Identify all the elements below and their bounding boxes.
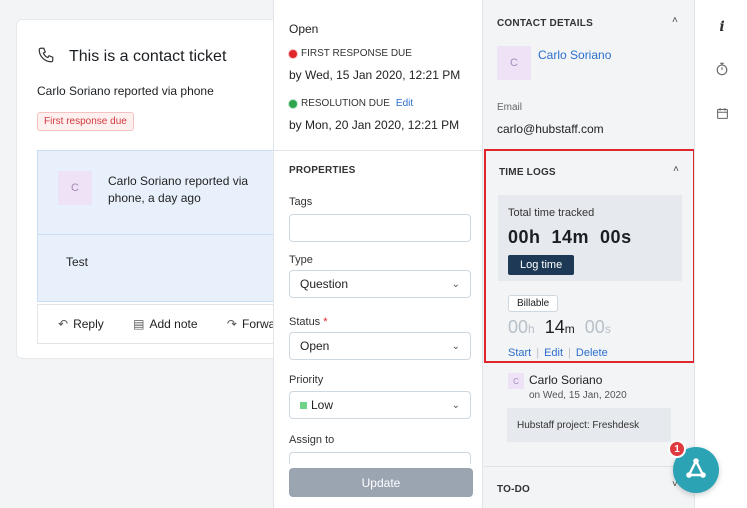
timer-minutes: 14 [544, 317, 565, 337]
conversation-box: C Carlo Soriano reported via phone, a da… [37, 150, 287, 302]
delete-link[interactable]: Delete [575, 347, 608, 359]
divider: | [536, 347, 540, 359]
assign-select[interactable] [289, 452, 471, 464]
chevron-down-icon: ⌄ [451, 340, 460, 352]
first-response-badge: First response due [37, 112, 134, 131]
edit-link[interactable]: Edit [544, 347, 564, 359]
ticket-status-text: Open [289, 22, 319, 36]
billable-toggle[interactable]: Billable [508, 295, 559, 312]
forward-icon: ↷ [226, 317, 237, 331]
status-dot-icon [289, 49, 297, 58]
status-dot-icon [289, 99, 297, 108]
total-time-value: 00h 14m 00s [508, 227, 632, 247]
reporter-name[interactable]: Carlo Soriano [37, 84, 111, 98]
phone-icon [37, 46, 55, 67]
email-label: Email [497, 102, 523, 113]
resolution-sla: RESOLUTION DUE Edit [289, 98, 413, 109]
timer-hours-unit: h [528, 322, 535, 336]
chevron-down-icon[interactable]: ˅ [672, 479, 678, 490]
conversation-body: Test [66, 255, 89, 269]
timer-minutes-unit: m [564, 322, 575, 336]
note-icon: ▤ [133, 317, 145, 331]
resolution-label: RESOLUTION DUE [301, 98, 390, 109]
assign-label: Assign to [289, 434, 335, 446]
app-launcher-button[interactable] [673, 447, 719, 493]
time-logs-section: TIME LOGS ˄ Total time tracked 00h 14m 0… [484, 149, 695, 363]
reply-button[interactable]: ↶ Reply [58, 317, 104, 331]
chevron-up-icon[interactable]: ˄ [672, 15, 678, 26]
right-sidebar: CONTACT DETAILS ˄ C Carlo Soriano Email … [484, 0, 695, 508]
tags-label: Tags [289, 196, 313, 208]
contact-name-link[interactable]: Carlo Soriano [538, 48, 612, 62]
contact-details-heading: CONTACT DETAILS [497, 18, 593, 29]
properties-panel: Open FIRST RESPONSE DUE by Wed, 15 Jan 2… [273, 0, 483, 508]
first-response-label: FIRST RESPONSE DUE [301, 48, 412, 59]
priority-value: Low [311, 398, 334, 412]
chevron-down-icon: ⌄ [451, 399, 460, 411]
todo-heading: TO-DO [497, 484, 531, 495]
divider [274, 150, 482, 151]
ticket-card: This is a contact ticket Carlo Soriano r… [16, 19, 287, 359]
tags-input[interactable] [289, 214, 471, 242]
divider: | [568, 347, 571, 359]
total-time-box: Total time tracked 00h 14m 00s Log time [498, 195, 682, 281]
update-button[interactable]: Update [289, 468, 473, 497]
reply-label: Reply [73, 317, 104, 331]
add-note-label: Add note [149, 317, 198, 331]
time-entry-project: Hubstaff project: Freshdesk [507, 408, 671, 442]
type-label: Type [289, 254, 313, 266]
resolution-date: by Mon, 20 Jan 2020, 12:21 PM [289, 118, 460, 132]
time-logs-heading: TIME LOGS [499, 167, 556, 178]
divider [38, 234, 286, 235]
time-entry-date: on Wed, 15 Jan, 2020 [529, 390, 627, 401]
timer-seconds: 00 [584, 317, 605, 337]
properties-heading: PROPERTIES [289, 165, 356, 176]
start-link[interactable]: Start [508, 347, 532, 359]
first-response-date: by Wed, 15 Jan 2020, 12:21 PM [289, 68, 461, 82]
calendar-icon[interactable] [713, 104, 731, 122]
timer-display: 00h 14m 00s [508, 317, 611, 338]
ticket-action-bar: ↶ Reply ▤ Add note ↷ Forward [37, 304, 287, 344]
add-note-button[interactable]: ▤ Add note [133, 317, 197, 331]
app-logo-icon [684, 457, 708, 484]
resolution-edit-link[interactable]: Edit [395, 98, 414, 109]
divider [484, 466, 694, 467]
avatar: C [497, 46, 531, 80]
priority-label: Priority [289, 374, 324, 386]
timer-icon[interactable] [713, 60, 731, 78]
avatar: C [508, 373, 524, 389]
type-value: Question [300, 277, 349, 291]
email-value: carlo@hubstaff.com [497, 122, 604, 136]
status-select[interactable]: Open ⌄ [289, 332, 471, 360]
app-icon-strip: i [694, 0, 747, 508]
priority-dot-icon [300, 402, 307, 409]
first-response-sla: FIRST RESPONSE DUE [289, 48, 412, 59]
chevron-up-icon[interactable]: ˄ [673, 164, 679, 175]
info-icon[interactable]: i [719, 19, 725, 35]
status-label: Status * [289, 316, 328, 328]
reporter-suffix: reported via phone [110, 84, 214, 98]
timer-hours: 00 [508, 317, 529, 337]
log-time-button[interactable]: Log time [508, 255, 575, 275]
timer-actions: Start | Edit | Delete [508, 347, 608, 359]
ticket-reporter-line: Carlo Soriano reported via phone [37, 84, 214, 98]
priority-select[interactable]: Low ⌄ [289, 391, 471, 419]
total-time-label: Total time tracked [508, 207, 595, 219]
conversation-author[interactable]: Carlo Soriano [108, 174, 182, 188]
avatar: C [58, 171, 92, 205]
ticket-title: This is a contact ticket [69, 47, 227, 65]
chevron-down-icon: ⌄ [451, 278, 460, 290]
conversation-meta: Carlo Soriano reported via phone, a day … [108, 173, 273, 207]
reply-icon: ↶ [58, 317, 69, 331]
status-value: Open [300, 339, 330, 353]
required-marker: * [323, 316, 328, 328]
status-label-text: Status [289, 316, 321, 328]
timer-seconds-unit: s [604, 322, 611, 336]
ticket-header: This is a contact ticket [37, 46, 226, 67]
conversation-meta-text: reported via phone, a day ago [108, 174, 249, 205]
time-entry-user: Carlo Soriano [529, 373, 603, 387]
priority-value-wrap: Low [300, 398, 333, 412]
notification-badge: 1 [668, 440, 686, 458]
type-select[interactable]: Question ⌄ [289, 270, 471, 298]
